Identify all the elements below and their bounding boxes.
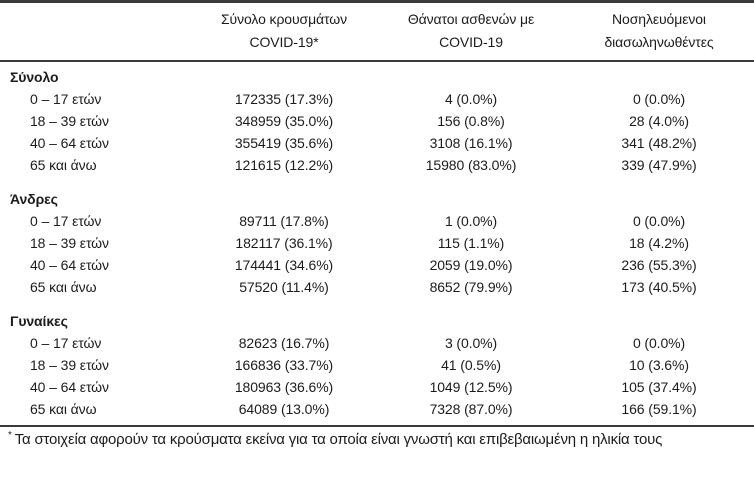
table-row: 65 και άνω 64089 (13.0%) 7328 (87.0%) 16… (0, 398, 754, 426)
intubated-value: 236 (55.3%) (621, 257, 697, 273)
deaths-value: 115 (1.1%) (437, 235, 505, 251)
group-row-men: Άνδρες (0, 176, 754, 210)
table-row: 40 – 64 ετών 174441 (34.6%) 2059 (19.0%)… (0, 254, 754, 276)
header-empty (0, 1, 190, 62)
age-label: 65 και άνω (30, 279, 97, 295)
deaths-value: 3 (0.0%) (444, 335, 498, 351)
intubated-value: 0 (0.0%) (632, 91, 686, 107)
cases-value: 57520 (11.4%) (239, 279, 329, 295)
table-row: 18 – 39 ετών 348959 (35.0%) 156 (0.8%) 2… (0, 110, 754, 132)
header-total-cases-line1: Σύνολο κρουσμάτων (220, 11, 348, 27)
cases-value: 121615 (12.2%) (234, 157, 334, 173)
header-intubated: Νοσηλευόμενοι διασωληνωθέντες (564, 1, 754, 62)
covid-age-table-page: Σύνολο κρουσμάτων COVID-19* Θάνατοι ασθε… (0, 0, 754, 448)
header-row: Σύνολο κρουσμάτων COVID-19* Θάνατοι ασθε… (0, 1, 754, 62)
intubated-value: 28 (4.0%) (629, 113, 689, 129)
header-total-cases-line2: COVID-19* (249, 34, 319, 50)
footnote: * Τα στοιχεία αφορούν τα κρούσματα εκείνα… (0, 427, 754, 448)
deaths-value: 8652 (79.9%) (429, 279, 513, 295)
intubated-value: 341 (48.2%) (621, 135, 697, 151)
deaths-value: 1 (0.0%) (444, 213, 498, 229)
intubated-value: 0 (0.0%) (632, 213, 686, 229)
table-row: 18 – 39 ετών 182117 (36.1%) 115 (1.1%) 1… (0, 232, 754, 254)
cases-value: 166836 (33.7%) (234, 357, 334, 373)
header-deaths: Θάνατοι ασθενών με COVID-19 (378, 1, 564, 62)
age-label: 40 – 64 ετών (30, 257, 109, 273)
intubated-value: 18 (4.2%) (629, 235, 689, 251)
footnote-marker: * (8, 430, 12, 441)
table-row: 0 – 17 ετών 172335 (17.3%) 4 (0.0%) 0 (0… (0, 88, 754, 110)
group-label-women: Γυναίκες (10, 313, 68, 329)
table-row: 65 και άνω 57520 (11.4%) 8652 (79.9%) 17… (0, 276, 754, 298)
cases-value: 174441 (34.6%) (234, 257, 334, 273)
intubated-value: 173 (40.5%) (621, 279, 697, 295)
header-total-cases: Σύνολο κρουσμάτων COVID-19* (190, 1, 378, 62)
table-row: 18 – 39 ετών 166836 (33.7%) 41 (0.5%) 10… (0, 354, 754, 376)
age-label: 0 – 17 ετών (30, 91, 102, 107)
intubated-value: 166 (59.1%) (621, 401, 697, 417)
intubated-value: 0 (0.0%) (632, 335, 686, 351)
footnote-text: Τα στοιχεία αφορούν τα κρούσματα εκείνα … (14, 431, 663, 448)
cases-value: 172335 (17.3%) (234, 91, 334, 107)
cases-value: 89711 (17.8%) (239, 213, 329, 229)
covid-stats-table: Σύνολο κρουσμάτων COVID-19* Θάνατοι ασθε… (0, 0, 754, 427)
deaths-value: 3108 (16.1%) (429, 135, 513, 151)
cases-value: 64089 (13.0%) (238, 401, 330, 417)
age-label: 65 και άνω (30, 401, 97, 417)
table-row: 0 – 17 ετών 89711 (17.8%) 1 (0.0%) 0 (0.… (0, 210, 754, 232)
cases-value: 182117 (36.1%) (235, 235, 333, 251)
group-label-total: Σύνολο (10, 69, 59, 85)
age-label: 0 – 17 ετών (30, 213, 102, 229)
header-intubated-line2: διασωληνωθέντες (604, 34, 714, 50)
table-row: 65 και άνω 121615 (12.2%) 15980 (83.0%) … (0, 154, 754, 176)
age-label: 0 – 17 ετών (30, 335, 102, 351)
age-label: 40 – 64 ετών (30, 379, 109, 395)
deaths-value: 15980 (83.0%) (425, 157, 517, 173)
deaths-value: 1049 (12.5%) (429, 379, 513, 395)
table-row: 40 – 64 ετών 180963 (36.6%) 1049 (12.5%)… (0, 376, 754, 398)
deaths-value: 156 (0.8%) (437, 113, 505, 129)
deaths-value: 4 (0.0%) (444, 91, 498, 107)
deaths-value: 2059 (19.0%) (429, 257, 513, 273)
intubated-value: 105 (37.4%) (621, 379, 697, 395)
deaths-value: 7328 (87.0%) (429, 401, 513, 417)
age-label: 18 – 39 ετών (30, 235, 109, 251)
deaths-value: 41 (0.5%) (441, 357, 501, 373)
age-label: 65 και άνω (30, 157, 97, 173)
intubated-value: 10 (3.6%) (629, 357, 689, 373)
intubated-value: 339 (47.9%) (621, 157, 697, 173)
header-deaths-line1: Θάνατοι ασθενών με (407, 11, 535, 27)
age-label: 18 – 39 ετών (30, 113, 109, 129)
table-row: 40 – 64 ετών 355419 (35.6%) 3108 (16.1%)… (0, 132, 754, 154)
cases-value: 180963 (36.6%) (234, 379, 334, 395)
group-row-total: Σύνολο (0, 61, 754, 88)
group-label-men: Άνδρες (10, 191, 58, 207)
group-row-women: Γυναίκες (0, 298, 754, 332)
table-row: 0 – 17 ετών 82623 (16.7%) 3 (0.0%) 0 (0.… (0, 332, 754, 354)
cases-value: 82623 (16.7%) (238, 335, 330, 351)
age-label: 40 – 64 ετών (30, 135, 109, 151)
header-deaths-line2: COVID-19 (439, 34, 503, 50)
header-intubated-line1: Νοσηλευόμενοι (612, 11, 706, 27)
age-label: 18 – 39 ετών (30, 357, 109, 373)
cases-value: 348959 (35.0%) (234, 113, 334, 129)
cases-value: 355419 (35.6%) (234, 135, 334, 151)
